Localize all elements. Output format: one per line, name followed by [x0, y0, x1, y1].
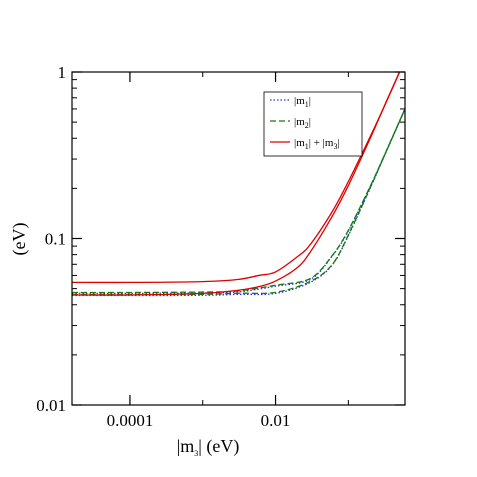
plot-frame: [71, 71, 406, 406]
x-axis-label: |m3| (eV): [177, 436, 240, 458]
x-tick-label: 0.01: [261, 411, 291, 430]
series-layer: [72, 72, 405, 297]
legend-label-3: |m1| + |m3|: [294, 137, 340, 151]
legend-label-1: |m1|: [294, 95, 311, 109]
legend-box: [263, 91, 363, 157]
y-tick-label: 1: [58, 63, 67, 82]
series-line-sum_upper: [72, 72, 401, 284]
series-line-m2_upper: [72, 108, 405, 294]
series-line-sum_lower: [72, 72, 401, 296]
y-tick-label: 0.1: [45, 230, 66, 249]
series-line-m2_lower: [72, 108, 405, 296]
y-tick-label: 0.01: [36, 396, 66, 415]
x-tick-label: 0.0001: [107, 411, 154, 430]
minor-ticks: [72, 72, 405, 405]
legend-label-2: |m2|: [294, 116, 311, 130]
legend: |m1| |m2| |m1| + |m3|: [263, 91, 363, 157]
tick-labels: 0.01 0.1 1 0.0001 0.01: [36, 63, 290, 430]
y-axis-label: (eV): [9, 223, 30, 256]
